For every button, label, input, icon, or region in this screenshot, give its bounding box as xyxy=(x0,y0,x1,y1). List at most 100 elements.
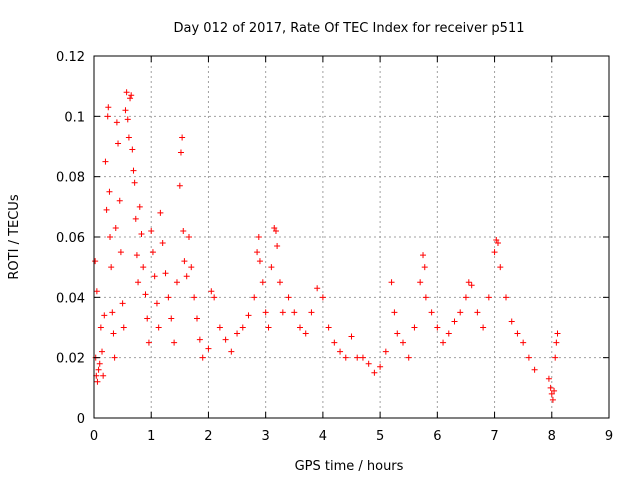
data-point xyxy=(297,324,303,331)
data-point xyxy=(111,354,118,361)
data-point xyxy=(194,315,200,322)
data-point xyxy=(120,324,127,331)
data-point xyxy=(342,354,349,361)
data-point xyxy=(388,279,395,286)
data-point xyxy=(480,324,487,331)
data-point xyxy=(377,363,384,370)
data-point xyxy=(411,324,418,331)
data-point xyxy=(133,252,140,259)
data-point xyxy=(138,230,145,237)
data-point xyxy=(451,318,458,325)
data-point xyxy=(100,372,107,379)
data-point xyxy=(239,324,246,331)
data-point xyxy=(113,119,120,126)
data-point xyxy=(365,360,372,367)
data-point xyxy=(95,366,102,373)
data-point xyxy=(462,294,469,301)
data-point xyxy=(359,354,366,361)
data-point xyxy=(155,324,162,331)
data-point xyxy=(109,309,116,316)
data-point xyxy=(162,270,169,277)
data-point xyxy=(199,354,206,361)
y-tick-label: 0.04 xyxy=(56,291,85,306)
data-point xyxy=(228,348,235,355)
data-point xyxy=(151,273,158,280)
data-point xyxy=(94,378,101,385)
data-point xyxy=(131,179,138,186)
data-point xyxy=(145,339,152,346)
data-point xyxy=(105,104,112,111)
data-point xyxy=(508,318,515,325)
data-point xyxy=(265,324,272,331)
data-point xyxy=(140,264,147,271)
data-point xyxy=(125,134,132,141)
data-point xyxy=(400,339,406,346)
data-point xyxy=(325,324,332,331)
data-point xyxy=(135,279,142,286)
data-point xyxy=(116,197,123,204)
data-point xyxy=(405,354,412,361)
data-point xyxy=(117,249,124,256)
data-point xyxy=(422,294,429,301)
data-point xyxy=(331,339,338,346)
data-point xyxy=(271,224,278,231)
data-point xyxy=(256,258,263,265)
data-point xyxy=(382,348,389,355)
chart-title: Day 012 of 2017, Rate Of TEC Index for r… xyxy=(174,21,525,36)
data-point xyxy=(348,333,355,340)
y-tick-label: 0.08 xyxy=(56,171,85,186)
x-tick-label: 0 xyxy=(90,429,98,444)
x-tick-label: 9 xyxy=(605,429,613,444)
data-point xyxy=(110,330,117,337)
data-point xyxy=(262,309,269,316)
data-point xyxy=(234,330,241,337)
data-point xyxy=(525,354,532,361)
data-point xyxy=(103,206,110,213)
data-point xyxy=(394,330,401,337)
data-point xyxy=(180,227,187,234)
data-point xyxy=(132,215,139,222)
data-point xyxy=(314,285,321,292)
data-point xyxy=(251,294,258,301)
data-point xyxy=(208,288,215,295)
data-point xyxy=(122,107,129,114)
data-point xyxy=(157,209,164,216)
data-point xyxy=(549,396,556,403)
data-point xyxy=(196,336,203,343)
data-point xyxy=(259,279,266,286)
data-point xyxy=(445,330,452,337)
data-point xyxy=(552,354,559,361)
data-point xyxy=(434,324,441,331)
data-point xyxy=(391,309,398,316)
data-point xyxy=(115,140,122,147)
data-point xyxy=(102,158,109,165)
data-point xyxy=(272,227,279,234)
x-axis-label: GPS time / hours xyxy=(295,459,404,474)
data-point xyxy=(119,300,126,307)
data-point xyxy=(108,264,115,271)
data-point xyxy=(440,339,447,346)
data-point xyxy=(551,387,558,394)
data-point xyxy=(112,224,119,231)
grid-lines xyxy=(94,56,609,418)
data-point xyxy=(92,258,99,265)
data-point xyxy=(165,294,172,301)
data-point xyxy=(173,279,180,286)
data-point xyxy=(493,237,500,244)
x-tick-label: 8 xyxy=(548,429,556,444)
data-point xyxy=(177,149,184,156)
data-point xyxy=(179,134,186,141)
data-point xyxy=(503,294,509,301)
data-point xyxy=(144,315,151,322)
x-tick-label: 4 xyxy=(319,429,327,444)
data-point xyxy=(211,294,218,301)
data-point xyxy=(106,188,113,195)
data-point xyxy=(417,279,424,286)
data-point xyxy=(491,249,498,256)
data-point xyxy=(548,390,555,397)
x-tick-label: 5 xyxy=(376,429,384,444)
data-point xyxy=(553,339,560,346)
data-point xyxy=(153,300,160,307)
data-point xyxy=(428,309,435,316)
